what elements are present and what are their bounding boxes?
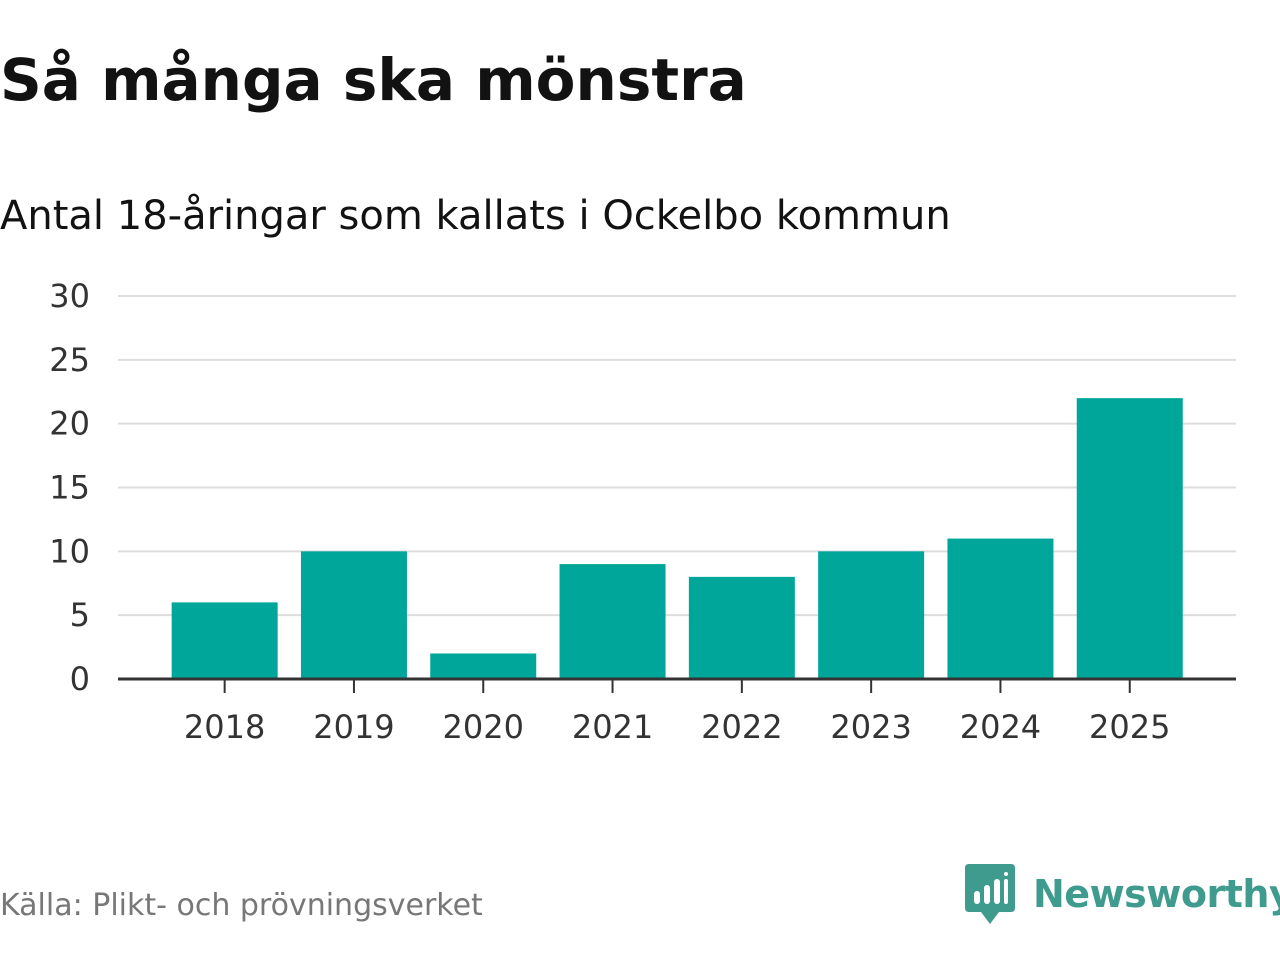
y-tick-label: 10: [49, 532, 90, 570]
bar-2019: [300, 551, 407, 679]
chart-title: Så många ska mönstra: [0, 46, 747, 114]
source-note: Källa: Plikt- och prövningsverket: [0, 888, 483, 923]
bar-2025: [1076, 398, 1183, 679]
y-tick-label: 15: [49, 469, 90, 507]
logo-text: Newsworthy: [1033, 872, 1280, 916]
y-axis-ticks: 0 5 10 15 20 25 30: [49, 277, 90, 698]
x-tick-label: 2021: [572, 708, 653, 746]
y-tick-label: 0: [70, 660, 90, 698]
x-tick-label: 2020: [443, 708, 524, 746]
x-tick-label: 2022: [701, 708, 782, 746]
y-tick-label: 20: [49, 405, 90, 443]
x-tick-label: 2025: [1089, 708, 1170, 746]
x-axis-ticks: 2018 2019 2020 2021 2022 2023 2024 2025: [184, 679, 1170, 746]
newsworthy-bar-chart-icon: [965, 864, 1015, 924]
gridlines: [118, 295, 1236, 617]
x-tick-label: 2019: [313, 708, 394, 746]
bars: [171, 398, 1183, 679]
chart-subtitle: Antal 18-åringar som kallats i Ockelbo k…: [0, 193, 951, 239]
bar-2022: [688, 576, 795, 679]
x-tick-label: 2024: [960, 708, 1041, 746]
newsworthy-logo: Newsworthy: [965, 864, 1280, 924]
bar-2024: [947, 538, 1054, 679]
bar-2021: [559, 564, 666, 679]
y-tick-label: 30: [49, 277, 90, 315]
x-tick-label: 2023: [830, 708, 911, 746]
y-tick-label: 5: [70, 596, 90, 634]
bar-2023: [818, 551, 925, 679]
bar-2018: [171, 602, 278, 679]
x-tick-label: 2018: [184, 708, 265, 746]
bar-2020: [430, 653, 537, 679]
y-tick-label: 25: [49, 341, 90, 379]
